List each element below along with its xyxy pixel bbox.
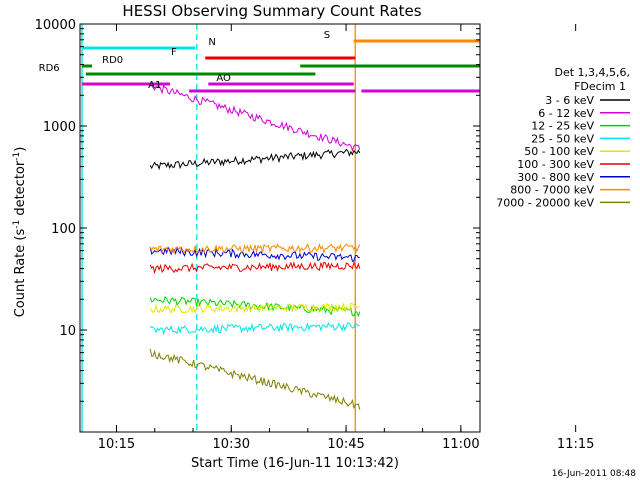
series-1	[150, 83, 640, 319]
x-axis-label: Start Time (16-Jun-11 10:13:42)	[191, 456, 399, 471]
series-3-seg-0	[149, 322, 360, 336]
x-tick-label-4: 11:15	[557, 437, 594, 452]
series-1-seg-0	[150, 83, 361, 152]
y-tick-label-3: 10000	[35, 18, 76, 33]
series-7-seg-1	[598, 232, 640, 249]
series-5-seg-0	[149, 260, 361, 275]
series-0-seg-1	[598, 237, 640, 314]
series-0	[149, 148, 640, 314]
flag-label-5: AO	[216, 73, 231, 84]
legend-title-line-1: Det 1,3,4,5,6,	[554, 66, 630, 79]
legend-item-3: 25 - 50 keV	[531, 132, 594, 145]
series-3	[149, 315, 640, 336]
y-tick-label-0: 10	[59, 324, 76, 339]
x-tick-label-2: 10:45	[327, 437, 364, 452]
y-axis-label: Count Rate (s-1 detector-1)	[12, 147, 28, 318]
y-tick-label-1: 100	[51, 222, 76, 237]
series-8-seg-0	[149, 348, 361, 410]
series-7-seg-0	[149, 242, 361, 255]
series-4-seg-1	[598, 261, 640, 281]
y-tick-label-2: 1000	[43, 120, 76, 135]
legend-item-6: 300 - 800 keV	[517, 171, 594, 184]
legend-item-7: 800 - 7000 keV	[510, 184, 594, 197]
legend-item-8: 7000 - 20000 keV	[496, 196, 594, 209]
y-axis: 10 100 1000 10000	[35, 18, 480, 402]
legend-item-5: 100 - 300 keV	[517, 158, 594, 171]
series-4	[149, 261, 640, 315]
series-6	[149, 236, 640, 262]
series-3-seg-1	[598, 315, 640, 325]
series-0-seg-0	[149, 148, 361, 171]
flag-label-1: N	[208, 37, 215, 48]
legend-item-2: 12 - 25 keV	[531, 120, 594, 133]
x-tick-label-0: 10:15	[98, 437, 135, 452]
flag-label-4: RD6	[39, 63, 60, 74]
timestamp: 16-Jun-2011 08:48	[552, 469, 636, 479]
series-2	[149, 295, 640, 343]
series-8-seg-1	[598, 363, 640, 403]
x-tick-label-3: 11:00	[442, 437, 479, 452]
series-7	[149, 232, 640, 255]
series-5	[149, 260, 640, 280]
series-2-seg-0	[149, 295, 361, 318]
series-1-seg-1	[598, 254, 640, 319]
series-4-seg-0	[149, 302, 360, 315]
legend-item-1: 6 - 12 keV	[538, 107, 594, 120]
legend-title-line-2: FDecim 1	[574, 80, 626, 93]
series-2-seg-1	[598, 310, 640, 343]
legend-item-4: 50 - 100 keV	[524, 145, 594, 158]
series-8	[149, 348, 640, 410]
chart-title: HESSI Observing Summary Count Rates	[122, 2, 421, 20]
flag-label-6: A1	[148, 80, 161, 91]
legend-item-0: 3 - 6 keV	[545, 94, 594, 107]
plot-content: S N F RD0 RD6 AO A1	[39, 24, 640, 432]
flag-label-2: F	[171, 47, 177, 58]
series-6-seg-1	[598, 236, 640, 259]
series-6-seg-0	[149, 246, 360, 262]
plot-area	[81, 24, 640, 432]
series-5-seg-1	[598, 266, 640, 280]
x-tick-label-1: 10:30	[213, 437, 250, 452]
flag-label-3: RD0	[102, 55, 123, 66]
flag-label-0: S	[324, 30, 330, 41]
